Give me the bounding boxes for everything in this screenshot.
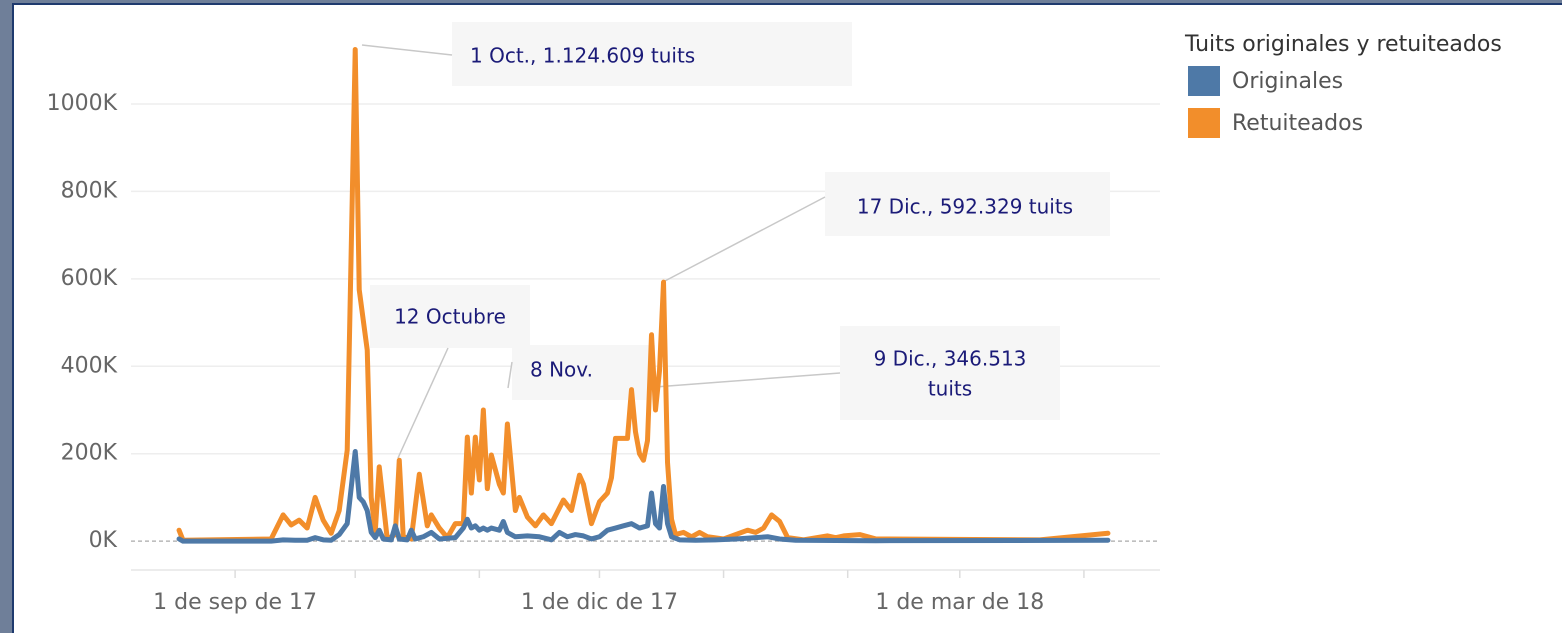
annotation-box <box>840 326 1060 420</box>
y-tick-label: 600K <box>61 266 118 291</box>
annotation-leader <box>507 361 513 389</box>
legend-swatch <box>1188 66 1220 96</box>
legend-swatch <box>1188 108 1220 138</box>
y-tick-label: 0K <box>89 528 118 553</box>
annotation-text: 9 Dic., 346.513 <box>874 347 1027 371</box>
annotation-text: 1 Oct., 1.124.609 tuits <box>470 44 695 68</box>
annotation-leader <box>662 196 826 283</box>
legend-label: Retuiteados <box>1232 111 1363 136</box>
annotation-leader <box>654 372 841 388</box>
annotation-text: 12 Octubre <box>394 305 506 329</box>
annotation-leader <box>397 347 449 459</box>
y-tick-label: 1000K <box>47 91 118 116</box>
annotation-text: 17 Dic., 592.329 tuits <box>857 195 1073 219</box>
y-tick-label: 800K <box>61 178 118 203</box>
x-tick-label: 1 de sep de 17 <box>153 590 317 615</box>
legend-title: Tuits originales y retuiteados <box>1184 32 1502 57</box>
annotation-box <box>825 172 1110 236</box>
x-tick-label: 1 de dic de 17 <box>521 590 678 615</box>
x-tick-label: 1 de mar de 18 <box>875 590 1044 615</box>
annotation-text: 8 Nov. <box>530 358 593 382</box>
panel <box>12 3 1562 633</box>
y-tick-label: 400K <box>61 353 118 378</box>
annotation-text: tuits <box>928 377 972 401</box>
annotation-box <box>452 22 852 86</box>
legend-label: Originales <box>1232 69 1343 94</box>
y-tick-label: 200K <box>61 441 118 466</box>
series-line <box>176 46 1111 543</box>
annotation-leader <box>361 44 453 56</box>
series-line <box>176 449 1111 544</box>
annotation-box <box>370 285 530 348</box>
